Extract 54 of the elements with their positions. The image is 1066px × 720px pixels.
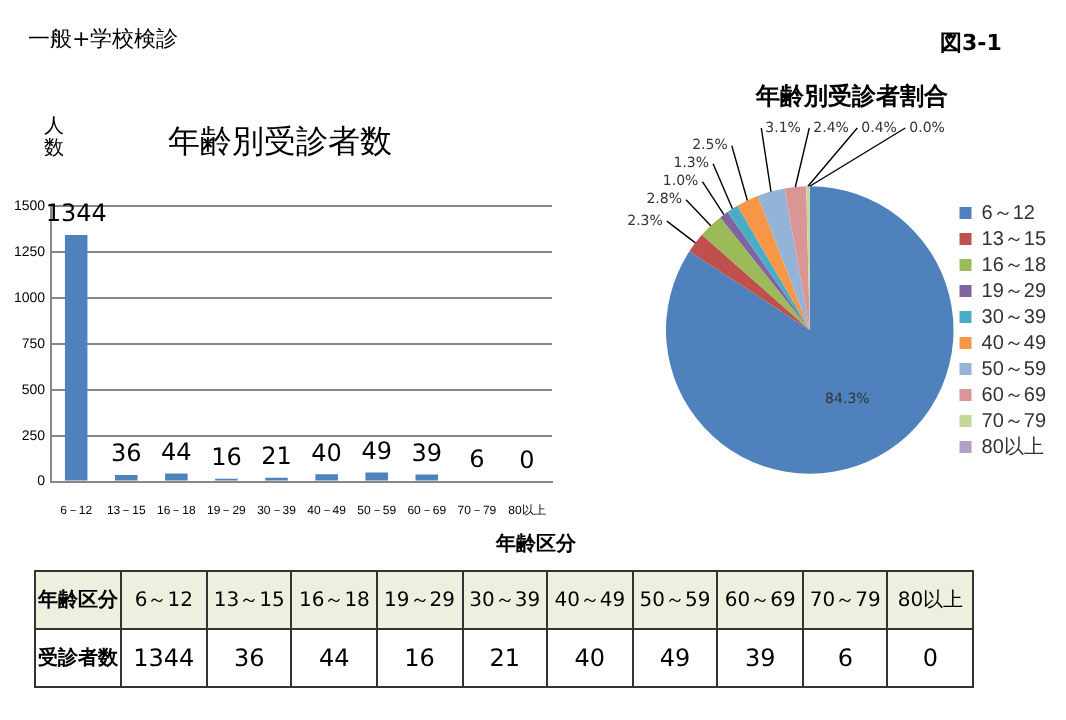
- category-label: 6～12: [121, 571, 207, 629]
- legend-label: 80以上: [981, 434, 1044, 459]
- text: 21: [462, 629, 548, 687]
- legend-label: 50～59: [981, 358, 1047, 381]
- bar: [165, 473, 188, 481]
- category-label: 80以上: [887, 571, 973, 629]
- category-label: 19～29: [376, 571, 463, 629]
- bar: [64, 235, 88, 481]
- category-label: 40～49: [547, 571, 633, 629]
- caption: 図3-1: [940, 28, 1002, 58]
- text: 一般+学校検診: [28, 24, 179, 54]
- data-label: 39: [411, 438, 443, 467]
- category-label: 16～18: [291, 571, 377, 629]
- bar: [415, 474, 439, 481]
- text: 16: [376, 629, 463, 687]
- chart-title: 年齢別受診者割合: [756, 80, 948, 114]
- legend-label: 40～49: [981, 332, 1047, 355]
- text: 44: [291, 629, 377, 687]
- data-label: 0: [519, 445, 535, 474]
- data-label: 6: [469, 444, 485, 473]
- category-label: 60～69: [717, 571, 803, 629]
- category-label: 50～59: [632, 571, 718, 629]
- category-label: 30～39: [462, 571, 548, 629]
- data-label: 36: [110, 439, 142, 468]
- text: 49: [632, 629, 718, 687]
- data-label: 1344: [45, 199, 107, 228]
- data-label: 40: [311, 438, 342, 467]
- bar: [115, 475, 138, 481]
- data-label: 21: [261, 442, 292, 470]
- legend-label: 30～39: [981, 306, 1047, 329]
- bar: [365, 472, 388, 481]
- text: 36: [206, 629, 292, 687]
- legend-label: 6～12: [981, 202, 1036, 225]
- legend-label: 70～79: [981, 410, 1047, 433]
- category-label: 70～79: [802, 571, 888, 629]
- x-axis-title: 年齢区分: [496, 531, 576, 558]
- text: 40: [547, 629, 633, 687]
- legend-label: 60～69: [981, 384, 1047, 407]
- legend-label: 13～15: [981, 228, 1047, 251]
- legend-label: 16～18: [981, 254, 1047, 277]
- y-axis-title: 人数: [44, 116, 66, 160]
- text: 0: [887, 629, 973, 687]
- text: 年齢区分: [35, 571, 121, 629]
- bar: [315, 474, 338, 481]
- text: 1344: [121, 629, 207, 687]
- category-label: 13～15: [206, 571, 292, 629]
- text: 39: [717, 629, 803, 687]
- data-label: 44: [161, 437, 192, 466]
- data-label: 49: [361, 436, 392, 465]
- legend-label: 19～29: [981, 280, 1047, 303]
- data-label: 16: [211, 442, 242, 471]
- chart-title: 年齢別受診者数: [168, 124, 392, 161]
- text: 受診者数: [35, 629, 121, 687]
- text: 6: [802, 629, 888, 687]
